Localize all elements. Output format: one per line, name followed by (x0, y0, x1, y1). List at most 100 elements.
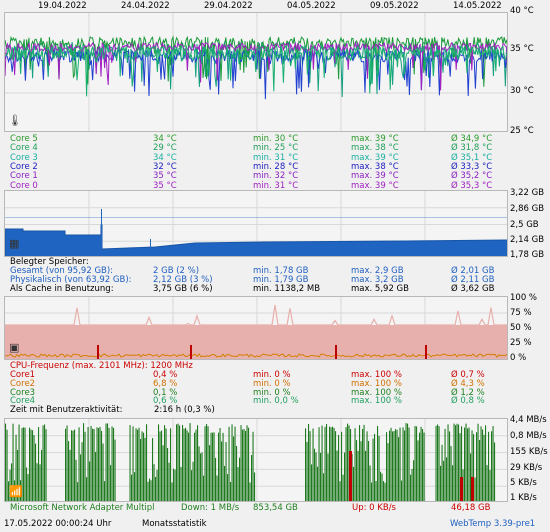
network-down-bar (444, 428, 446, 501)
network-down-bar (377, 426, 379, 501)
network-down-bar (368, 441, 370, 501)
network-down-bar (29, 427, 31, 501)
network-down-bar (221, 441, 223, 501)
net-axis-label: 0,8 MB/s (510, 431, 547, 441)
network-down-bar (41, 450, 43, 501)
temp-rows-item: Core 4 29 °C min. 25 °C max. 38 °C Ø 31,8 °C (10, 143, 510, 153)
network-down-bar (357, 450, 359, 501)
network-down-bar (90, 426, 92, 501)
net-axis-label: 29 KB/s (510, 463, 543, 473)
cpu-rows-item: Core3 0,1 % min. 0 % max. 100 % Ø 1,2 % (10, 388, 510, 398)
legend-label: Core 0 (10, 180, 38, 191)
network-down-bar (18, 424, 20, 501)
user-activity: Zeit mit Benutzeraktivität: 2:16 h (0,3 … (10, 405, 310, 415)
cpu-load-band (5, 325, 507, 359)
network-down-bar (186, 430, 188, 501)
network-down-bar (188, 432, 190, 501)
network-down-bar (227, 474, 229, 501)
legend-avg: Ø 31,8 °C (451, 143, 493, 154)
network-down-bar (179, 425, 181, 501)
network-down-bar (387, 443, 389, 501)
legend-max: max. 39 °C (351, 171, 399, 182)
network-up-bar (460, 477, 463, 501)
network-down-bar (386, 432, 388, 501)
network-down-bar (21, 427, 23, 501)
network-down-bar (422, 429, 424, 501)
network-down-bar (335, 431, 337, 501)
network-down-bar (206, 424, 208, 501)
legend-min: min. 1138,2 MB (253, 284, 321, 294)
network-down-bar (114, 439, 116, 501)
legend-max: max. 39 °C (351, 180, 399, 191)
temp-rows-item: Core 3 34 °C min. 31 °C max. 39 °C Ø 35,1 °C (10, 153, 510, 163)
network-down-bar (45, 429, 47, 501)
network-down-bar (236, 445, 238, 501)
network-graph: 📶 (4, 418, 508, 502)
mem-rows-item: Gesamt (von 95,92 GB): 2 GB (2 %) min. 1,7… (10, 266, 510, 276)
network-down-bar (135, 428, 137, 501)
network-down-bar (470, 453, 472, 501)
network-down-bar (6, 429, 8, 501)
network-down-bar (443, 460, 445, 501)
network-down-bar (423, 432, 425, 501)
legend-min: min. 0 % (253, 370, 291, 380)
network-down-bar (345, 427, 347, 501)
legend-label: Core3 (10, 387, 36, 398)
network-down-bar (137, 429, 139, 501)
network-down-bar (30, 429, 32, 501)
legend-cur: 35 °C (153, 171, 177, 182)
network-down-bar (110, 465, 112, 501)
network-down-bar (318, 427, 320, 501)
network-down-bar (65, 428, 67, 501)
network-down-bar (467, 428, 469, 501)
cpu-axis-label: 50 % (510, 323, 532, 333)
cpu-frequency: CPU-Frequenz (max. 2101 MHz): 1200 MHz (10, 361, 193, 371)
network-down-bar (362, 428, 364, 501)
memory-cache-line (5, 217, 507, 218)
network-down-bar (74, 429, 76, 501)
legend-cur: 32 °C (153, 161, 177, 172)
cpu-axis-label: 25 % (510, 338, 532, 348)
network-down-bar (101, 430, 103, 501)
legend-cur: 34 °C (153, 134, 177, 144)
network-down-bar (459, 433, 461, 501)
network-down-bar (27, 474, 29, 501)
network-down-bar (389, 430, 391, 501)
network-down-bar (342, 474, 344, 501)
legend-min: min. 1,79 GB (253, 275, 309, 285)
legend-avg: Ø 2,01 GB (451, 266, 495, 276)
temp-rows-item: Core 1 35 °C min. 32 °C max. 39 °C Ø 35,2 °C (10, 171, 510, 181)
network-down-bar (195, 429, 197, 501)
network-down-bar (408, 427, 410, 501)
network-down-bar (374, 433, 376, 501)
network-down-bar (339, 481, 341, 501)
network-down-bar (476, 432, 478, 501)
network-down-bar (92, 428, 94, 501)
net-axis-label: 155 KB/s (510, 447, 548, 457)
mem-rows-item: Physikalisch (von 63,92 GB): 2,12 GB (3 %… (10, 275, 510, 285)
temp-series-line (5, 41, 507, 91)
network-down-bar (87, 427, 89, 501)
date-label: 09.05.2022 (370, 1, 419, 11)
date-label: 24.04.2022 (121, 1, 170, 11)
network-down-bar (239, 457, 241, 501)
network-down-bar (8, 481, 10, 501)
network-down-bar (84, 431, 86, 501)
network-down-bar (392, 431, 394, 501)
network-plot (5, 419, 507, 501)
network-down-bar (323, 473, 325, 501)
network-down-bar (104, 481, 106, 501)
network-down-bar (359, 425, 361, 501)
network-down-bar (329, 426, 331, 501)
legend-avg: Ø 34,9 °C (451, 134, 493, 144)
legend-cur: 0,1 % (153, 387, 178, 398)
network-down-bar (228, 426, 230, 501)
cpu-core1-spike (190, 345, 192, 359)
network-down-bar (80, 454, 82, 501)
network-down-bar (399, 427, 401, 501)
network-down-bar (347, 423, 349, 501)
network-down-bar (176, 424, 178, 501)
network-down-bar (383, 481, 385, 501)
network-down-bar (458, 424, 460, 501)
network-down-bar (11, 463, 13, 501)
